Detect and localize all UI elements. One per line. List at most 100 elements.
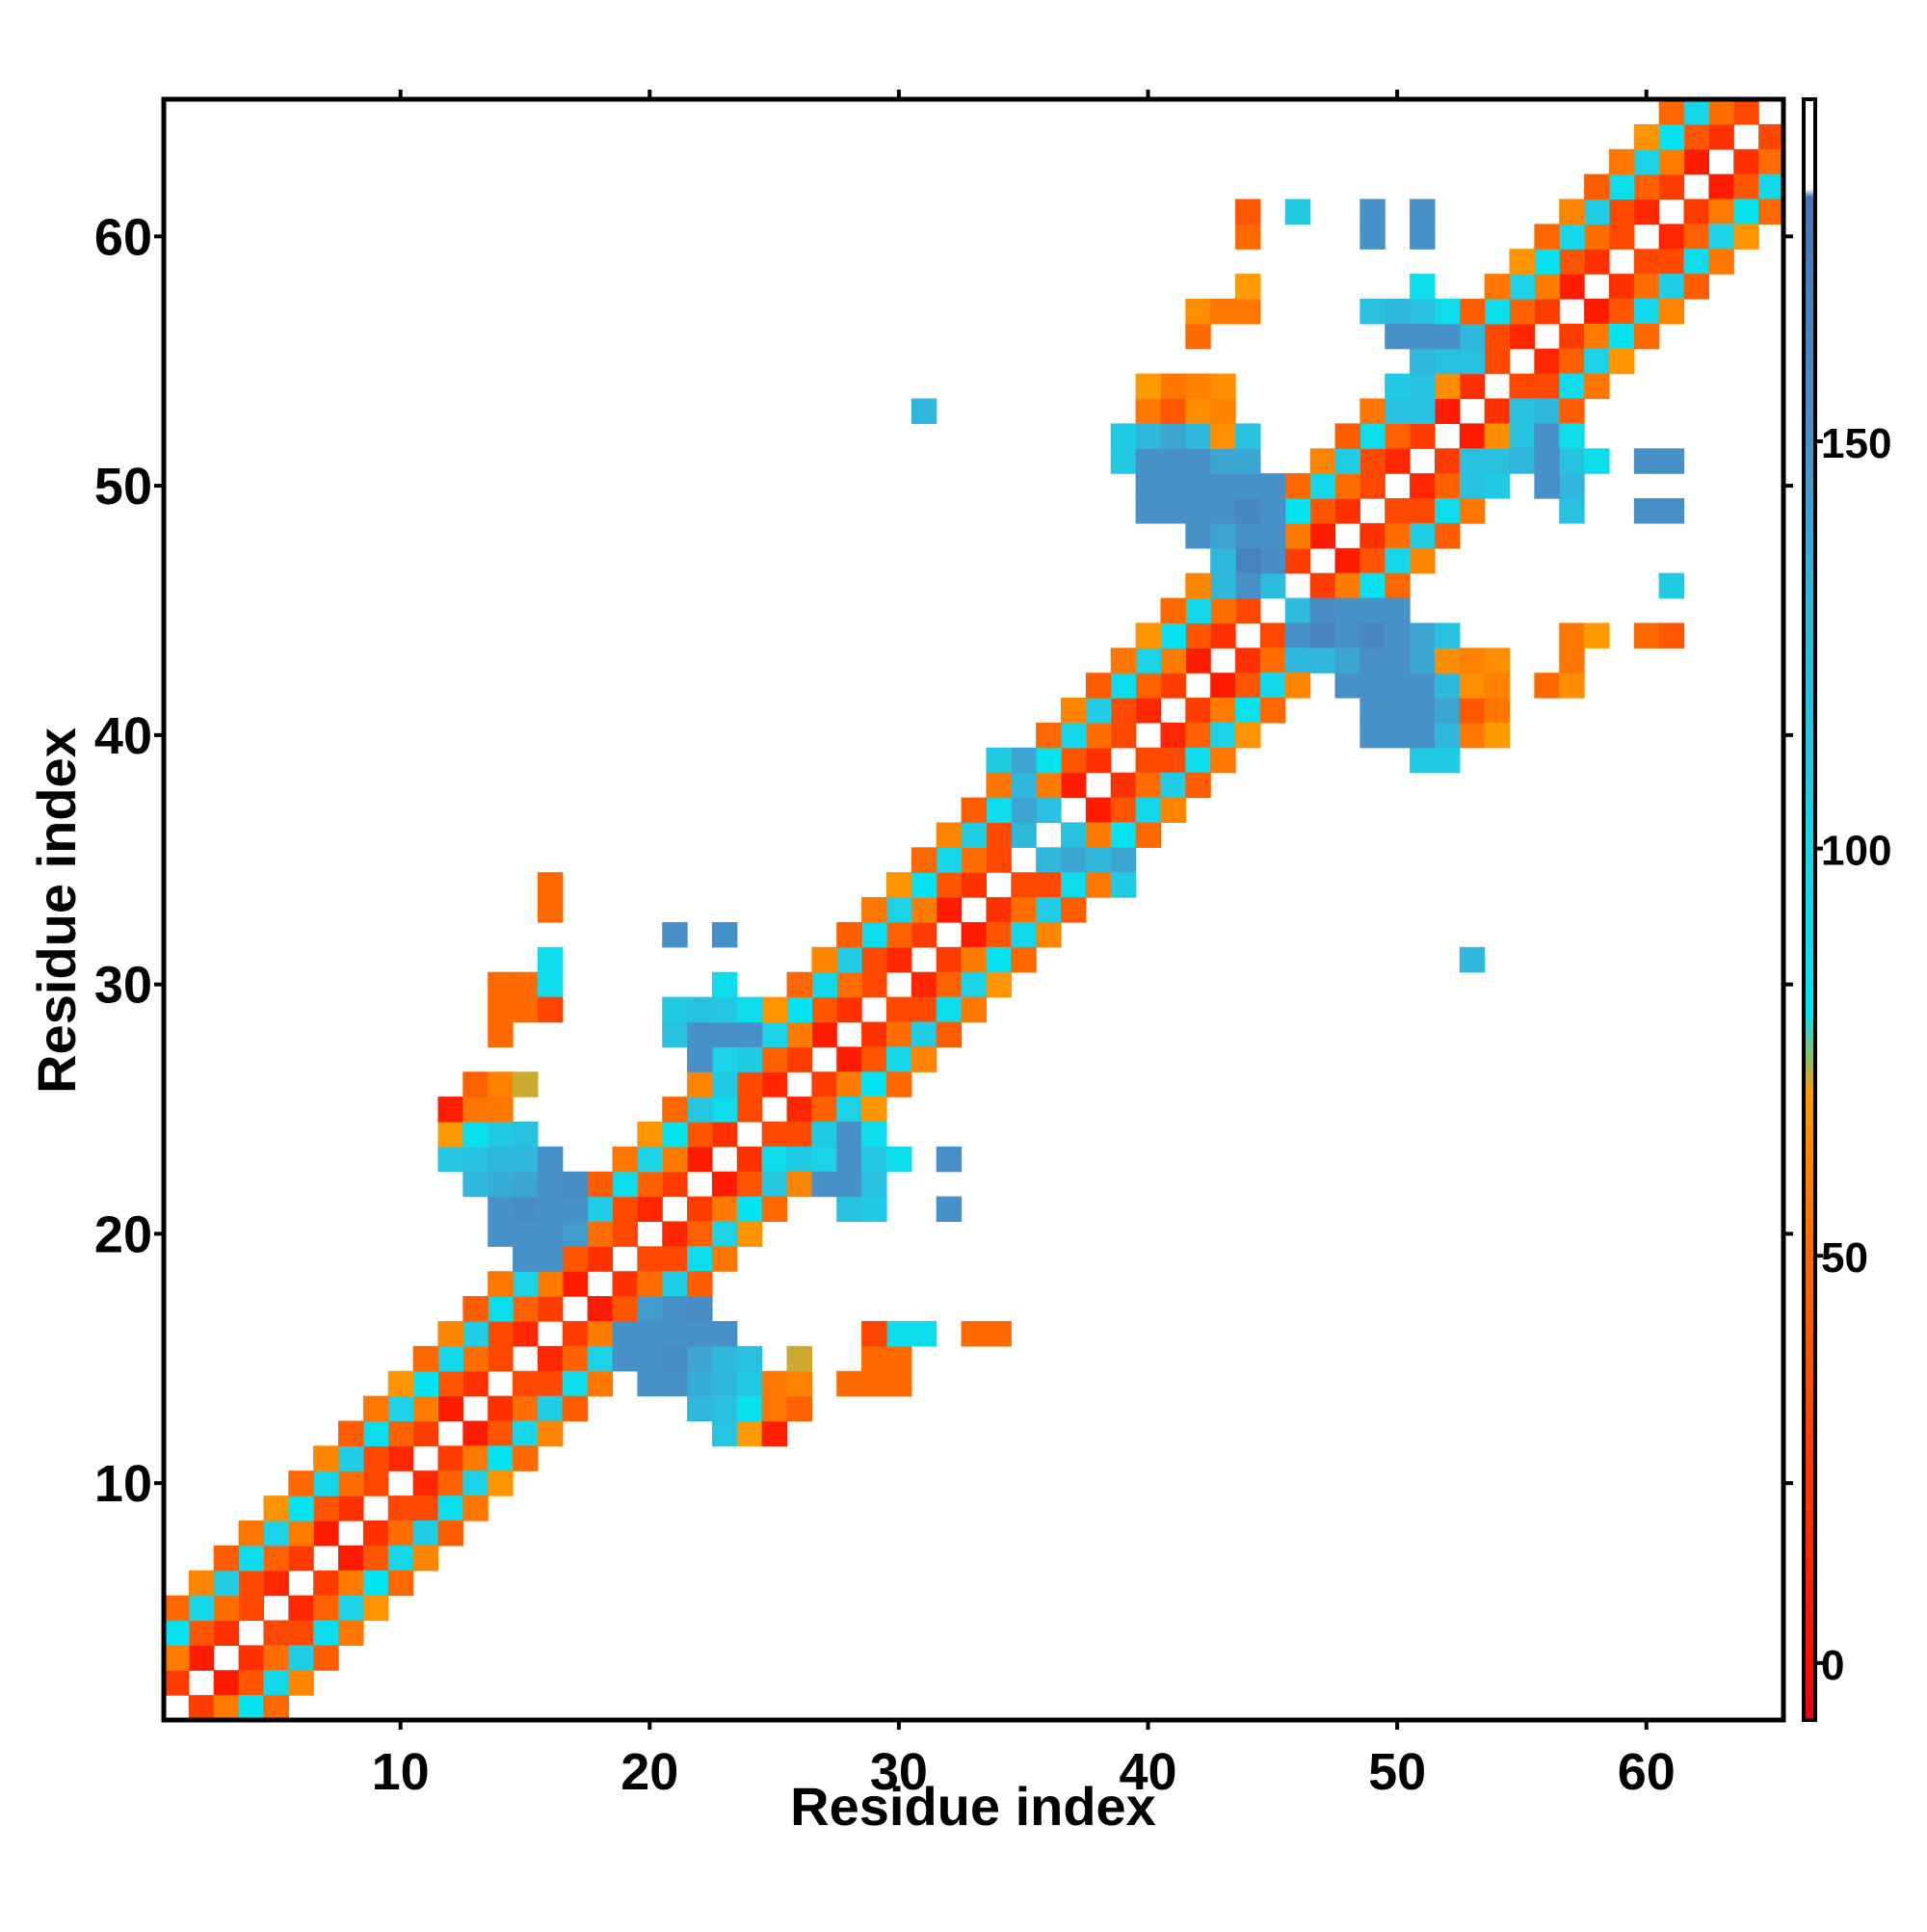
heatmap-cell (213, 1570, 240, 1597)
heatmap-cell (1210, 747, 1236, 774)
heatmap-cell (861, 946, 887, 973)
heatmap-cell (736, 996, 763, 1023)
heatmap-cell (1359, 648, 1386, 674)
heatmap-cell (711, 1171, 738, 1198)
heatmap-cell (1459, 698, 1486, 724)
heatmap-cell (761, 1046, 788, 1072)
heatmap-cell (488, 1021, 514, 1047)
heatmap-cell (1410, 274, 1436, 300)
heatmap-cell (1509, 323, 1535, 350)
heatmap-cell (188, 1595, 215, 1622)
heatmap-cell (711, 1121, 738, 1148)
heatmap-cell (238, 1695, 265, 1721)
heatmap-cell (1309, 498, 1336, 524)
heatmap-cell (911, 1021, 937, 1047)
heatmap-cell (488, 1470, 514, 1496)
heatmap-cell (1633, 274, 1660, 300)
heatmap-cell (1135, 648, 1162, 674)
heatmap-cell (1484, 698, 1511, 724)
heatmap-cell (513, 1296, 539, 1322)
heatmap-cell (786, 1171, 812, 1198)
heatmap-cell (1385, 373, 1411, 400)
heatmap-cell (362, 1395, 389, 1422)
heatmap-cell (986, 747, 1012, 774)
heatmap-cell (313, 1570, 339, 1597)
heatmap-cell (911, 398, 937, 424)
heatmap-cell (885, 1021, 912, 1047)
heatmap-cell (1459, 373, 1486, 400)
heatmap-cell (1683, 123, 1710, 150)
heatmap-cell (537, 1395, 564, 1422)
heatmap-cell (1484, 722, 1511, 749)
heatmap-cell (1658, 498, 1685, 524)
heatmap-cell (1135, 772, 1162, 799)
heatmap-cell (1633, 299, 1660, 325)
heatmap-cell (1259, 648, 1286, 674)
heatmap-cell (736, 1221, 763, 1247)
heatmap-cell (861, 897, 887, 923)
heatmap-cell (213, 1620, 240, 1646)
heatmap-cell (911, 1046, 937, 1072)
heatmap-cell (861, 1171, 887, 1198)
heatmap-cell (1658, 448, 1685, 474)
heatmap-cell (736, 1395, 763, 1422)
heatmap-cell (562, 1246, 589, 1272)
heatmap-cell (936, 897, 963, 923)
heatmap-cell (986, 847, 1012, 873)
heatmap-cell (786, 1370, 812, 1397)
heatmap-cell (1185, 323, 1211, 350)
heatmap-cell (662, 1246, 688, 1272)
heatmap-cell (1385, 323, 1411, 350)
heatmap-cell (711, 921, 738, 948)
colorbar-tick-label: 0 (1821, 1642, 1844, 1689)
heatmap-cell (786, 1345, 812, 1372)
colorbar: 0 50 100 150 (1802, 97, 1891, 1722)
heatmap-cell (911, 897, 937, 923)
heatmap-cell (1259, 498, 1286, 524)
heatmap-cell (437, 1445, 463, 1471)
heatmap-cell (1559, 498, 1585, 524)
heatmap-cell (1011, 772, 1037, 799)
heatmap-cell (1135, 473, 1162, 499)
heatmap-cell (1259, 522, 1286, 549)
heatmap-cell (885, 1046, 912, 1072)
heatmap-cell (1259, 473, 1286, 499)
heatmap-cell (662, 1097, 688, 1123)
heatmap-cell (1210, 673, 1236, 699)
heatmap-cell (1359, 622, 1386, 648)
heatmap-cell (513, 1146, 539, 1173)
heatmap-cell (861, 1097, 887, 1123)
heatmap-cell (736, 1046, 763, 1072)
heatmap-cell (861, 1320, 887, 1347)
heatmap-cell (387, 1495, 414, 1522)
heatmap-cell (1061, 872, 1087, 898)
heatmap-cell (1658, 274, 1685, 300)
heatmap-cell (711, 1221, 738, 1247)
heatmap-cell (1410, 522, 1436, 549)
heatmap-cell (1110, 648, 1137, 674)
heatmap-cell (1284, 648, 1311, 674)
heatmap-cell (313, 1595, 339, 1622)
heatmap-cell (1410, 747, 1436, 774)
heatmap-cell (936, 1021, 963, 1047)
heatmap-cell (786, 1021, 812, 1047)
heatmap-cell (562, 1271, 589, 1297)
heatmap-cell (338, 1495, 364, 1522)
heatmap-cell (836, 1046, 862, 1072)
heatmap-cell (936, 971, 963, 998)
heatmap-cell (1534, 423, 1560, 449)
heatmap-cell (1160, 673, 1186, 699)
heatmap-cell (1160, 498, 1186, 524)
heatmap-cell (662, 1221, 688, 1247)
heatmap-cell (786, 1146, 812, 1173)
heatmap-cell (1434, 522, 1461, 549)
y-tick-label: 60 (94, 208, 152, 266)
heatmap-cell (1559, 198, 1585, 225)
heatmap-cell (1110, 673, 1137, 699)
heatmap-cell (1210, 698, 1236, 724)
heatmap-cell (736, 1146, 763, 1173)
heatmap-cell (1410, 622, 1436, 648)
heatmap-cell (587, 1370, 614, 1397)
heatmap-cell (1484, 299, 1511, 325)
x-tick-label: 10 (372, 1743, 430, 1801)
